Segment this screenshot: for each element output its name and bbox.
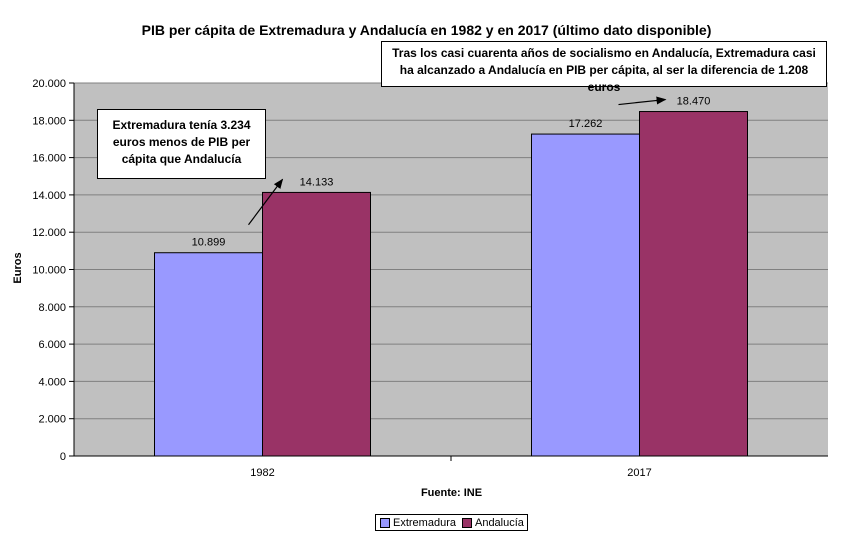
bar-andaluca-2017	[639, 111, 748, 457]
y-tick-label: 10.000	[32, 265, 66, 277]
data-label: 10.899	[192, 237, 226, 249]
annotation-arrows	[248, 96, 667, 226]
y-tick-label: 14.000	[32, 190, 66, 202]
bar-extremadura-1982	[154, 252, 263, 457]
bars	[154, 111, 748, 457]
data-labels: 10.899 14.133 17.262 18.470	[192, 96, 711, 249]
y-tick-label: 6.000	[38, 339, 66, 351]
data-label: 17.262	[569, 118, 603, 130]
arrow-1982	[248, 178, 284, 226]
legend-item-andalucia: Andalucía	[461, 516, 524, 529]
annotation-1982: Extremadura tenía 3.234 euros menos de P…	[97, 109, 266, 179]
y-tick-label: 16.000	[32, 153, 66, 165]
bar-andaluca-1982	[262, 191, 371, 457]
legend: Extremadura Andalucía	[375, 514, 528, 531]
bar-extremadura-2017	[531, 133, 640, 457]
y-tick-label: 18.000	[32, 115, 66, 127]
legend-item-extremadura: Extremadura	[380, 517, 456, 529]
data-label: 18.470	[677, 96, 711, 108]
y-tick-label: 8.000	[38, 302, 66, 314]
x-tick-label: 1982	[250, 467, 274, 479]
data-label: 14.133	[300, 176, 334, 188]
axes: 0 2.000 4.000 6.000 8.000 10.000 12.000 14.000 1…	[32, 78, 828, 479]
legend-swatch-andalucia	[461, 517, 472, 528]
x-axis-label: Fuente: INE	[420, 487, 483, 499]
y-tick-label: 2.000	[38, 414, 66, 426]
arrow-2017	[618, 96, 667, 106]
legend-swatch-extremadura	[380, 517, 390, 528]
annotation-2017: Tras los casi cuarenta años de socialism…	[381, 41, 827, 94]
legend-label-extremadura: Extremadura	[393, 516, 456, 529]
y-tick-label: 0	[60, 451, 66, 463]
legend-label-andalucia: Andalucía	[474, 516, 524, 529]
y-tick-label: 12.000	[32, 227, 66, 239]
y-tick-label: 20.000	[32, 78, 66, 90]
y-tick-label: 4.000	[38, 376, 66, 388]
x-tick-label: 2017	[627, 467, 651, 479]
y-axis-label: Euros	[12, 252, 24, 284]
chart-title: PIB per cápita de Extremadura y Andalucí…	[141, 22, 712, 38]
